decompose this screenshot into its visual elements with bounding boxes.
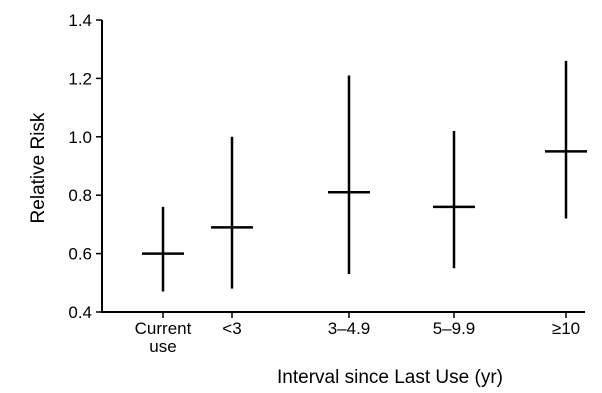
- x-axis-title: Interval since Last Use (yr): [277, 367, 503, 388]
- y-axis: 0.4 0.6 0.8 1.0 1.2 1.4: [68, 11, 103, 322]
- y-axis-title: Relative Risk: [28, 112, 49, 223]
- x-tick-label: 5–9.9: [433, 319, 476, 338]
- y-tick-label: 1.2: [68, 69, 92, 88]
- y-tick-label: 0.8: [68, 186, 92, 205]
- x-tick-label: <3: [222, 319, 241, 338]
- y-tick-label: 1.4: [68, 11, 92, 30]
- x-tick-label: 3–4.9: [328, 319, 371, 338]
- y-tick-label: 0.6: [68, 245, 92, 264]
- x-tick-label: Current use: [135, 319, 192, 356]
- x-axis: Current use <3 3–4.9 5–9.9 ≥10: [101, 311, 585, 356]
- y-tick-label: 1.0: [68, 128, 92, 147]
- y-tick-label: 0.4: [68, 303, 92, 322]
- x-tick-label: ≥10: [552, 319, 580, 338]
- plot-marks: [142, 60, 587, 292]
